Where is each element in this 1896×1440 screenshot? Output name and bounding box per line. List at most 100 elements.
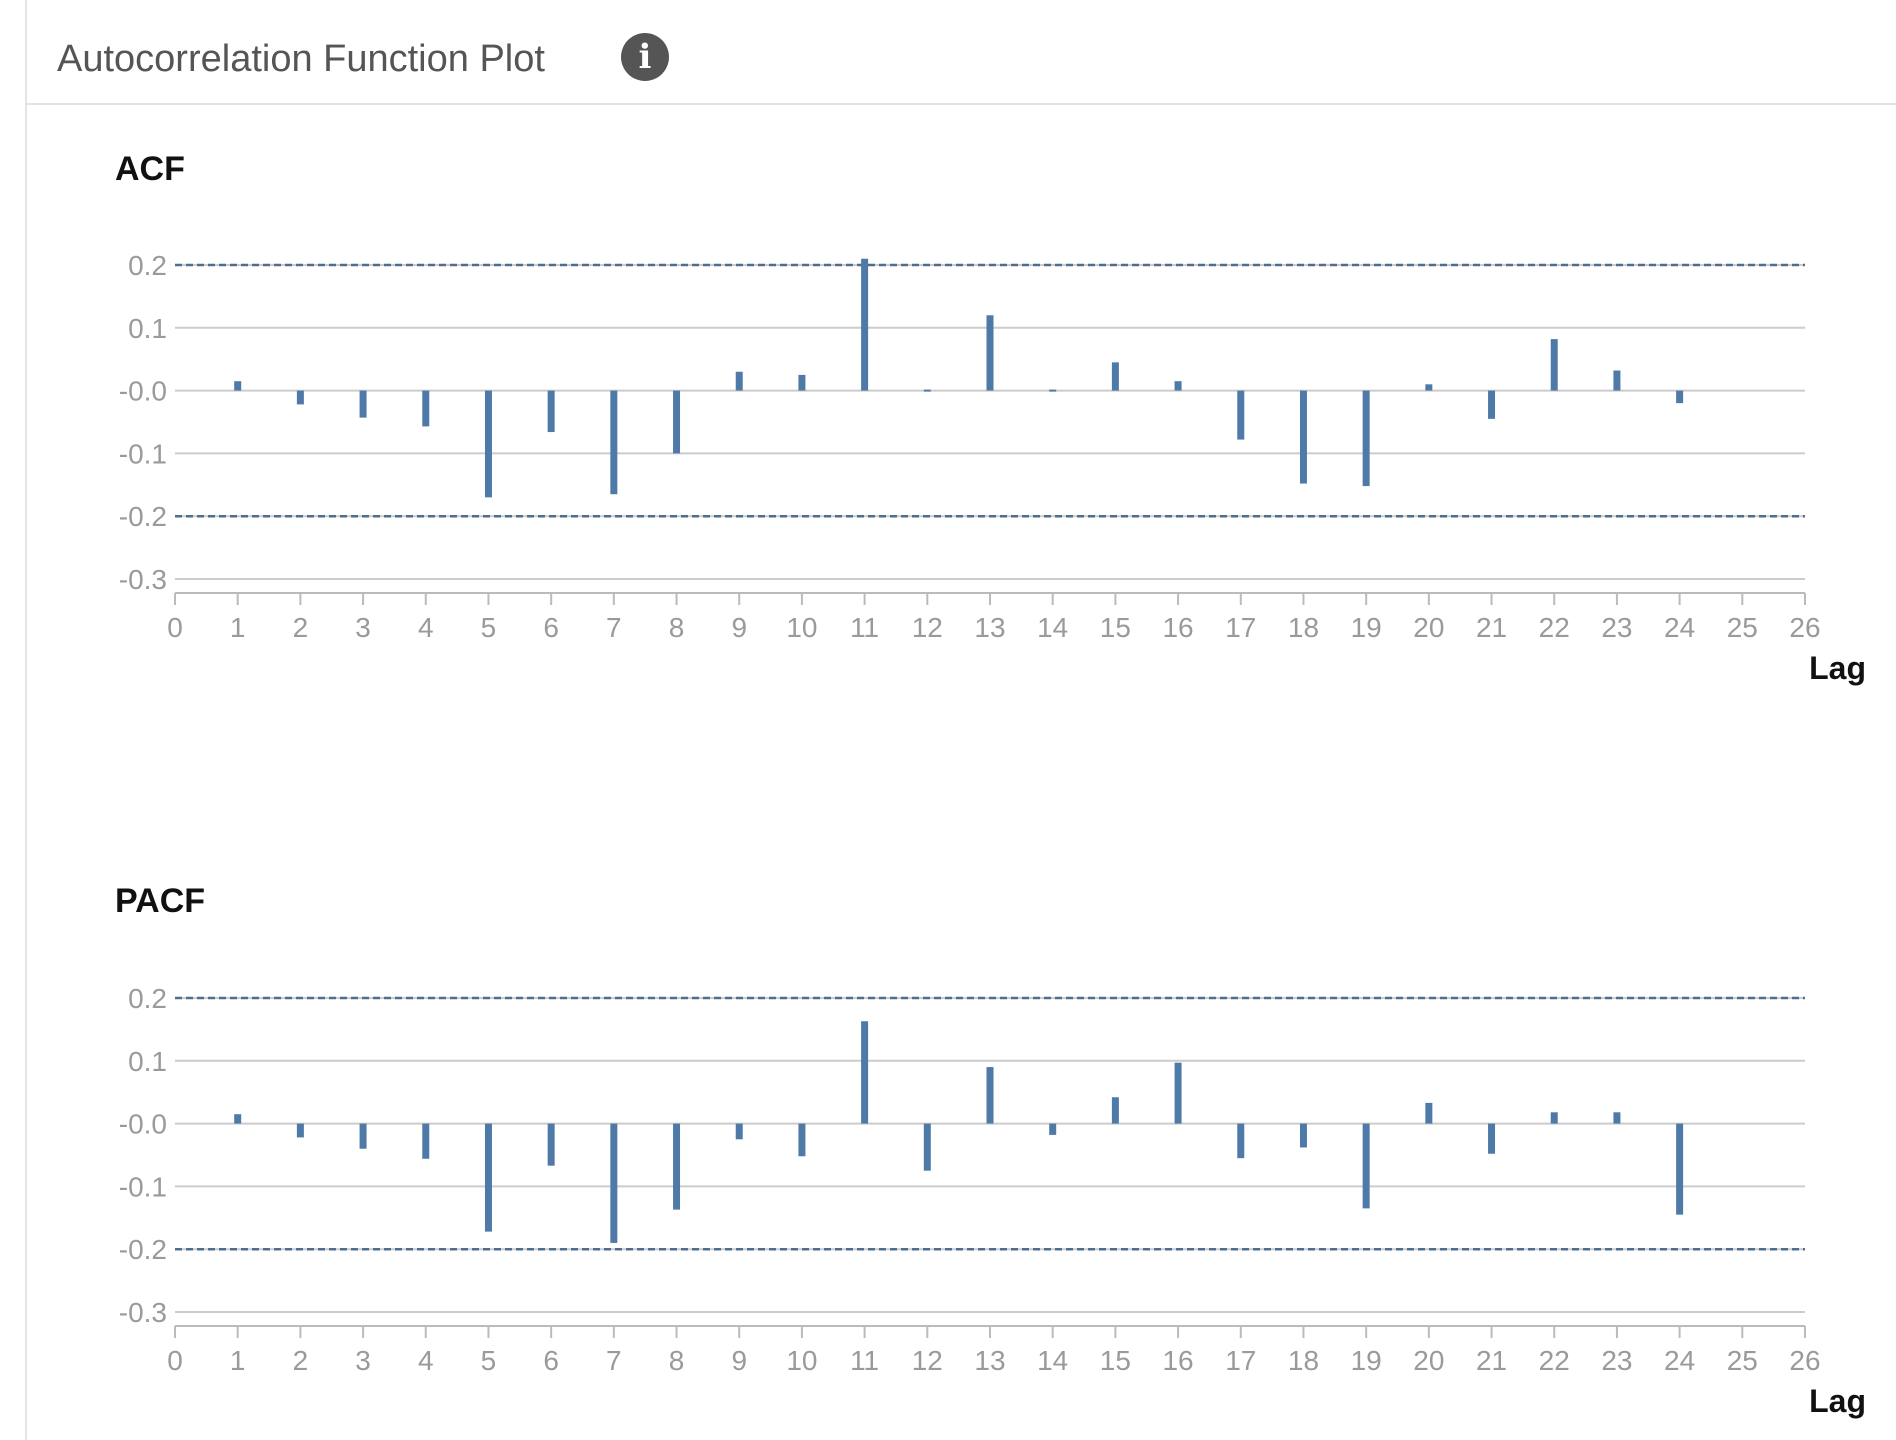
y-tick-label: -0.3 (119, 564, 167, 595)
x-tick-label: 0 (167, 612, 183, 643)
y-tick-label: 0.1 (128, 1046, 167, 1077)
bar-lag-10 (798, 374, 806, 391)
y-tick-label: -0.0 (119, 376, 167, 407)
bar-lag-12 (923, 1123, 931, 1171)
x-tick-label: 12 (912, 1345, 943, 1376)
x-tick-label: 7 (606, 612, 622, 643)
x-tick-label: 19 (1351, 1345, 1382, 1376)
x-tick-label: 22 (1539, 1345, 1570, 1376)
bar-lag-17 (1237, 1123, 1245, 1159)
bar-lag-1 (234, 381, 242, 391)
x-tick-label: 10 (786, 612, 817, 643)
bar-lag-1 (234, 1114, 242, 1124)
bar-lag-19 (1362, 1123, 1370, 1209)
chart-title: ACF (115, 150, 185, 188)
y-tick-label: -0.1 (119, 1171, 167, 1202)
x-tick-label: 14 (1037, 1345, 1068, 1376)
bar-lag-9 (735, 371, 743, 391)
bar-lag-14 (1049, 1123, 1057, 1135)
panel-title: Autocorrelation Function Plot (57, 38, 545, 80)
x-tick-label: 25 (1727, 1345, 1758, 1376)
bar-lag-12 (923, 389, 931, 392)
bar-lag-17 (1237, 390, 1245, 440)
y-tick-label: -0.0 (119, 1109, 167, 1140)
x-tick-label: 3 (355, 1345, 371, 1376)
bar-lag-23 (1613, 370, 1621, 391)
y-tick-label: -0.1 (119, 438, 167, 469)
bar-lag-19 (1362, 390, 1370, 487)
x-tick-label: 25 (1727, 612, 1758, 643)
x-tick-label: 20 (1413, 1345, 1444, 1376)
bar-lag-22 (1550, 339, 1558, 391)
x-axis-label: Lag (1809, 1383, 1866, 1419)
x-tick-label: 16 (1162, 612, 1193, 643)
x-tick-label: 26 (1789, 1345, 1820, 1376)
bar-lag-21 (1488, 390, 1496, 419)
x-tick-label: 8 (669, 612, 685, 643)
bar-lag-21 (1488, 1123, 1496, 1154)
x-tick-label: 9 (731, 612, 747, 643)
x-tick-label: 2 (293, 1345, 309, 1376)
panel-header: Autocorrelation Function Plot i (27, 0, 1896, 105)
y-tick-label: 0.2 (128, 983, 167, 1014)
x-tick-label: 6 (543, 1345, 559, 1376)
x-tick-label: 1 (230, 612, 246, 643)
bar-lag-11 (861, 258, 869, 391)
x-tick-label: 11 (850, 1345, 879, 1376)
x-tick-label: 23 (1601, 1345, 1632, 1376)
x-tick-label: 4 (418, 1345, 434, 1376)
bar-lag-16 (1174, 381, 1182, 391)
bar-lag-4 (422, 390, 430, 427)
bar-lag-8 (673, 1123, 681, 1210)
y-tick-label: -0.2 (119, 501, 167, 532)
bar-lag-24 (1676, 1123, 1684, 1215)
x-tick-label: 3 (355, 612, 371, 643)
x-tick-label: 9 (731, 1345, 747, 1376)
x-tick-label: 5 (481, 1345, 497, 1376)
x-tick-label: 24 (1664, 612, 1695, 643)
x-tick-label: 8 (669, 1345, 685, 1376)
bar-lag-20 (1425, 384, 1433, 391)
bar-lag-15 (1111, 362, 1119, 391)
bar-lag-15 (1111, 1097, 1119, 1124)
x-tick-label: 26 (1789, 612, 1820, 643)
bar-lag-16 (1174, 1062, 1182, 1124)
y-tick-label: 0.1 (128, 313, 167, 344)
bar-lag-18 (1299, 390, 1307, 484)
bar-lag-10 (798, 1123, 806, 1157)
x-tick-label: 20 (1413, 612, 1444, 643)
acf-panel: Autocorrelation Function Plot i (25, 0, 1896, 1440)
bar-lag-24 (1676, 390, 1684, 404)
bar-lag-5 (484, 1123, 492, 1232)
x-tick-label: 14 (1037, 612, 1068, 643)
x-tick-label: 24 (1664, 1345, 1695, 1376)
x-tick-label: 23 (1601, 612, 1632, 643)
x-tick-label: 21 (1476, 612, 1507, 643)
x-tick-label: 17 (1225, 1345, 1256, 1376)
bar-lag-5 (484, 390, 492, 498)
y-tick-label: -0.2 (119, 1234, 167, 1265)
x-tick-label: 12 (912, 612, 943, 643)
x-tick-label: 1 (230, 1345, 246, 1376)
y-tick-label: 0.2 (128, 250, 167, 281)
x-tick-label: 15 (1100, 1345, 1131, 1376)
x-tick-label: 19 (1351, 612, 1382, 643)
bar-lag-23 (1613, 1112, 1621, 1124)
bar-lag-9 (735, 1123, 743, 1140)
x-tick-label: 4 (418, 612, 434, 643)
chart-title: PACF (115, 882, 205, 920)
x-tick-label: 6 (543, 612, 559, 643)
bar-lag-6 (547, 1123, 555, 1166)
x-tick-label: 15 (1100, 612, 1131, 643)
bar-lag-14 (1049, 389, 1057, 392)
bar-lag-3 (359, 390, 367, 418)
bar-lag-20 (1425, 1102, 1433, 1124)
bar-lag-8 (673, 390, 681, 454)
x-tick-label: 18 (1288, 1345, 1319, 1376)
bar-lag-18 (1299, 1123, 1307, 1148)
info-icon[interactable]: i (621, 33, 669, 81)
x-tick-label: 22 (1539, 612, 1570, 643)
